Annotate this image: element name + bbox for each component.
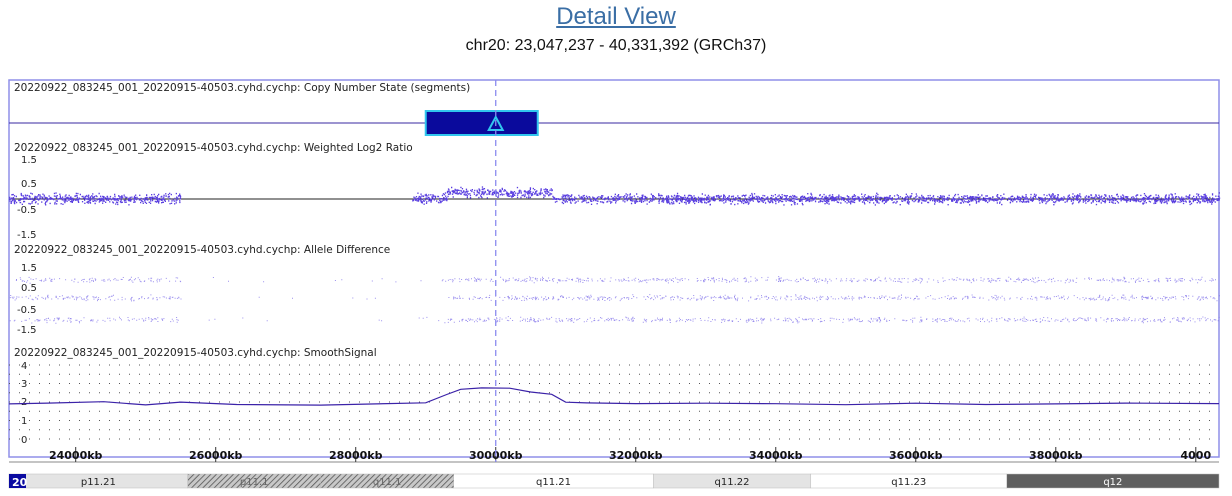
cytoband-label: q11.1 [373, 477, 402, 488]
log2-point-cloud [9, 186, 1221, 206]
x-tick-label: 28000kb [329, 449, 383, 462]
cytoband-label: p11.21 [81, 477, 116, 488]
allele-difference-points [9, 276, 1220, 324]
cytoband-ideogram[interactable]: p11.21 p11.1 q11.1 q11.21 q11.22 q11.23 q12 [8, 473, 1220, 489]
log2-ratio-points [9, 186, 1221, 206]
x-tick-label: 24000kb [49, 449, 103, 462]
log2-y-axis: 1.5 0.5 -0.5 -1.5 [17, 155, 37, 241]
smooth-signal-line [8, 387, 1220, 406]
cn-segments[interactable] [424, 110, 539, 136]
allele-point-cloud [9, 276, 1220, 324]
x-tick-label: 32000kb [609, 449, 663, 462]
log2-tick-label: 0.5 [21, 179, 37, 190]
allele-tick-label: -1.5 [17, 325, 37, 336]
allele-tick-label: -0.5 [17, 305, 37, 316]
cytoband-label: q12 [1103, 477, 1122, 488]
allele-y-axis: 1.5 0.5 -0.5 -1.5 [17, 263, 37, 336]
allele-track-label: 20220922_083245_001_20220915-40503.cyhd.… [14, 244, 390, 256]
gain-segment [424, 110, 539, 136]
smooth-tick-label: 3 [21, 379, 27, 390]
allele-tick-label: 0.5 [21, 283, 37, 294]
chromosome-badge-label: 20 [12, 476, 28, 489]
smooth-y-axis: 4 3 2 1 0 [21, 361, 27, 446]
cytoband [1006, 473, 1220, 489]
track-frame [8, 79, 1220, 458]
log2-track-label: 20220922_083245_001_20220915-40503.cyhd.… [14, 142, 413, 154]
smooth-tick-label: 2 [21, 397, 27, 408]
x-tick-label: 34000kb [749, 449, 803, 462]
cytoband-label: q11.22 [715, 477, 750, 488]
log2-tick-label: -1.5 [17, 230, 37, 241]
cn-state-track-label: 20220922_083245_001_20220915-40503.cyhd.… [14, 82, 470, 94]
detail-view-title[interactable]: Detail View [556, 3, 676, 30]
x-tick-label: 38000kb [1029, 449, 1083, 462]
smooth-tick-label: 0 [21, 435, 27, 446]
smooth-signal-track-label: 20220922_083245_001_20220915-40503.cyhd.… [14, 347, 377, 359]
x-tick-label: 4000 [1180, 449, 1211, 462]
cytoband-label: q11.23 [891, 477, 926, 488]
locus-coordinates: chr20: 23,047,237 - 40,331,392 (GRCh37) [465, 37, 767, 54]
cytoband-label: q11.21 [536, 477, 571, 488]
cytoband-label: p11.1 [240, 477, 269, 488]
allele-tick-label: 1.5 [21, 263, 37, 274]
smooth-tick-label: 1 [21, 416, 27, 427]
x-axis: 24000kb 26000kb 28000kb 30000kb 32000kb 34000… [9, 447, 1219, 463]
x-tick-label: 36000kb [889, 449, 943, 462]
log2-tick-label: -0.5 [17, 205, 37, 216]
chromosome-badge[interactable] [9, 474, 26, 488]
x-tick-label: 26000kb [189, 449, 243, 462]
smooth-tick-label: 4 [21, 361, 27, 372]
log2-tick-label: 1.5 [21, 155, 37, 166]
